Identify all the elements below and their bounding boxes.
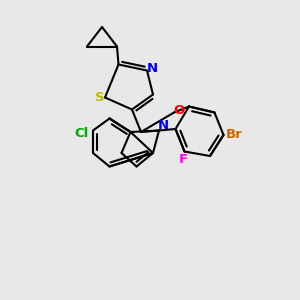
Text: S: S [95,91,104,104]
Text: F: F [178,153,188,167]
Text: N: N [147,62,158,76]
Text: Br: Br [226,128,242,142]
Text: N: N [158,118,169,132]
Text: Cl: Cl [74,127,89,140]
Text: O: O [174,104,185,118]
